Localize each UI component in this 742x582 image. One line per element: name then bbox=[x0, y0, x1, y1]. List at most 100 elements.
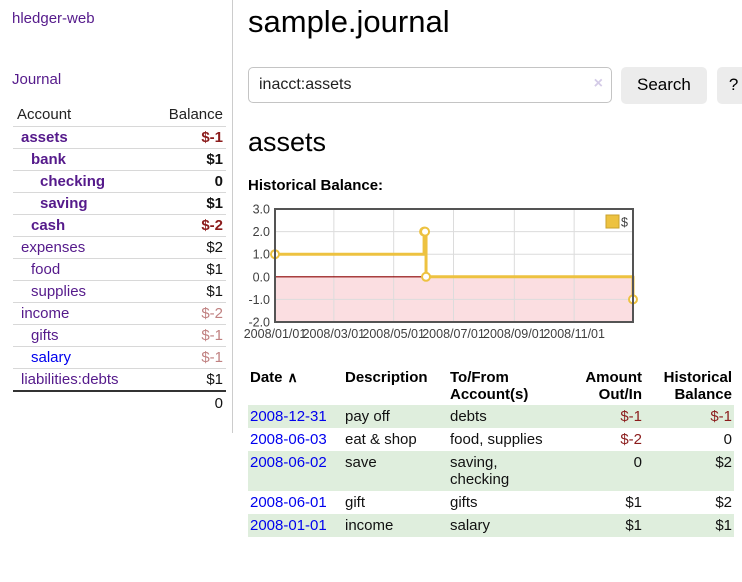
chart-title: Historical Balance: bbox=[248, 176, 384, 194]
date-link[interactable]: 2008-01-01 bbox=[250, 516, 327, 534]
account-row: liabilities:debts $1 bbox=[13, 368, 226, 392]
table-row: 2008-06-02 save saving, checking 0 $2 bbox=[248, 450, 734, 491]
page-title: sample.journal bbox=[248, 4, 450, 39]
help-button[interactable]: ? bbox=[716, 66, 742, 104]
account-link[interactable]: saving bbox=[40, 195, 88, 212]
account-row: cash $-2 bbox=[13, 214, 226, 237]
sort-up-icon: ∧ bbox=[287, 368, 298, 385]
y-tick-label: 3.0 bbox=[253, 202, 270, 216]
x-tick-label: 2008/05/01 bbox=[362, 327, 425, 341]
description-cell: income bbox=[345, 516, 394, 534]
account-row: expenses $2 bbox=[13, 236, 226, 259]
date-link[interactable]: 2008-06-02 bbox=[250, 453, 327, 471]
account-link[interactable]: supplies bbox=[31, 283, 87, 300]
account-link[interactable]: assets bbox=[21, 129, 68, 146]
account-balance: $-1 bbox=[147, 324, 226, 347]
y-tick-label: 1.0 bbox=[253, 247, 270, 261]
account-link[interactable]: gifts bbox=[31, 327, 59, 344]
tofrom-cell: saving, checking bbox=[450, 453, 510, 488]
legend-label: $ bbox=[621, 215, 628, 229]
account-link[interactable]: liabilities:debts bbox=[21, 371, 119, 388]
amount-cell: $-1 bbox=[620, 407, 642, 425]
sidebar-item-journal[interactable]: Journal bbox=[12, 71, 62, 88]
account-balance: $1 bbox=[147, 148, 226, 171]
accounts-header-row: Account Balance bbox=[13, 104, 226, 127]
search-box: × bbox=[248, 67, 612, 104]
register-header-row: Date ∧ Description To/From Account(s) Amo… bbox=[248, 367, 734, 405]
account-row: supplies $1 bbox=[13, 280, 226, 303]
description-cell: pay off bbox=[345, 407, 390, 425]
table-row: 2008-01-01 income salary $1 $1 bbox=[248, 513, 734, 537]
account-link[interactable]: checking bbox=[40, 173, 106, 190]
historical-balance-chart: 3.0 2.0 1.0 0.0 -1.0 -2.02008/01/012008/03/01… bbox=[244, 202, 638, 341]
account-balance: $1 bbox=[147, 280, 226, 303]
data-point bbox=[421, 271, 432, 282]
balance-cell: 0 bbox=[723, 430, 732, 448]
account-balance: $1 bbox=[147, 192, 226, 215]
account-row: saving $1 bbox=[13, 192, 226, 215]
account-link[interactable]: income bbox=[21, 305, 70, 322]
account-balance: $1 bbox=[147, 368, 226, 392]
tofrom-cell: gifts bbox=[450, 493, 478, 511]
legend-swatch bbox=[605, 214, 620, 229]
amount-cell: $-2 bbox=[620, 430, 642, 448]
tofrom-cell: salary bbox=[450, 516, 491, 534]
balance-cell: $2 bbox=[715, 453, 732, 471]
account-link[interactable]: salary bbox=[31, 349, 72, 366]
accounts-table: Account Balance assets $-1 bank $1 checking 0… bbox=[13, 104, 226, 414]
account-balance: $-1 bbox=[147, 346, 226, 369]
description-cell: save bbox=[345, 453, 377, 471]
account-balance: $-2 bbox=[147, 302, 226, 325]
search-input[interactable] bbox=[248, 67, 612, 104]
register-header-date[interactable]: Date ∧ bbox=[250, 368, 298, 386]
account-heading: assets bbox=[248, 126, 327, 157]
description-cell: eat & shop bbox=[345, 430, 417, 448]
register-header-tofrom: To/From Account(s) bbox=[450, 368, 529, 403]
tofrom-cell: debts bbox=[450, 407, 487, 425]
y-tick-label: 0.0 bbox=[253, 270, 270, 284]
accounts-header-account: Account bbox=[13, 104, 148, 127]
data-point bbox=[420, 226, 431, 237]
brand-link[interactable]: hledger-web bbox=[12, 10, 95, 27]
account-balance: $2 bbox=[147, 236, 226, 259]
search-button[interactable]: Search bbox=[621, 66, 707, 104]
accounts-total-value: 0 bbox=[214, 395, 223, 412]
table-row: 2008-06-03 eat & shop food, supplies $-2 0 bbox=[248, 428, 734, 451]
balance-cell: $2 bbox=[715, 493, 732, 511]
accounts-header-balance: Balance bbox=[147, 104, 226, 127]
y-tick-label: 2.0 bbox=[253, 225, 270, 239]
x-tick-label: 2008/01/01 bbox=[244, 327, 307, 341]
table-row: 2008-12-31 pay off debts $-1 $-1 bbox=[248, 404, 734, 428]
date-link[interactable]: 2008-12-31 bbox=[250, 407, 327, 425]
balance-cell: $-1 bbox=[710, 407, 732, 425]
accounts-total-row: 0 bbox=[13, 391, 226, 414]
account-link[interactable]: expenses bbox=[21, 239, 86, 256]
account-row: bank $1 bbox=[13, 148, 226, 171]
x-tick-label: 2008/07/01 bbox=[422, 327, 485, 341]
account-row: income $-2 bbox=[13, 302, 226, 325]
account-row: gifts $-1 bbox=[13, 324, 226, 347]
description-cell: gift bbox=[345, 493, 366, 511]
amount-cell: $1 bbox=[625, 516, 642, 534]
clear-search-icon[interactable]: × bbox=[593, 75, 603, 93]
register-header-description: Description bbox=[345, 368, 428, 386]
account-link[interactable]: cash bbox=[31, 217, 66, 234]
account-balance: $-1 bbox=[147, 126, 226, 149]
amount-cell: 0 bbox=[633, 453, 642, 471]
account-row: assets $-1 bbox=[13, 126, 226, 149]
account-row: checking 0 bbox=[13, 170, 226, 193]
table-row: 2008-06-01 gift gifts $1 $2 bbox=[248, 491, 734, 514]
account-balance: $1 bbox=[147, 258, 226, 281]
register-table: Date ∧ Description To/From Account(s) Amo… bbox=[248, 367, 734, 537]
date-link[interactable]: 2008-06-01 bbox=[250, 493, 327, 511]
plot-border bbox=[274, 207, 634, 323]
tofrom-cell: food, supplies bbox=[450, 430, 543, 448]
y-tick-label: -1.0 bbox=[248, 293, 270, 307]
date-link[interactable]: 2008-06-03 bbox=[250, 430, 327, 448]
account-link[interactable]: food bbox=[31, 261, 61, 278]
search-form: × Search ? bbox=[248, 66, 742, 104]
sidebar: hledger-web Journal Account Balance asse… bbox=[0, 0, 233, 433]
x-tick-label: 2008/03/01 bbox=[303, 327, 366, 341]
x-tick-label: 2008/11/01 bbox=[543, 327, 605, 341]
account-link[interactable]: bank bbox=[31, 151, 67, 168]
